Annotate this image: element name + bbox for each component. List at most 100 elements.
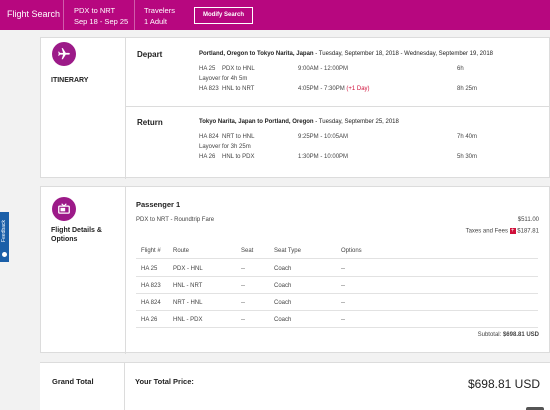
divider: [126, 106, 550, 107]
cell-route: HNL - NRT: [173, 283, 203, 289]
col-header-route: Route: [173, 248, 190, 254]
travelers-value: 1 Adult: [144, 17, 167, 26]
cell-options: --: [341, 300, 345, 306]
feedback-tab[interactable]: Feedback: [0, 212, 9, 262]
table-row: HA 26 HNL - PDX -- Coach --: [136, 312, 538, 328]
col-header-seat-type: Seat Type: [274, 248, 301, 254]
col-header-seat: Seat: [241, 248, 254, 254]
total-price-value: $698.81 USD: [467, 377, 540, 391]
cell-options: --: [341, 317, 345, 323]
details-icon-badge: [52, 197, 76, 221]
fare-amount: $511.00: [517, 217, 539, 223]
table-row: HA 823 HNL - NRT -- Coach --: [136, 278, 538, 294]
expand-plus-icon[interactable]: +: [509, 228, 516, 234]
cell-route: NRT - HNL: [173, 300, 203, 306]
flight-number: HA 823: [199, 86, 219, 92]
flight-duration: 8h 25m: [457, 86, 478, 92]
layover-text: Layover for 4h 5m: [199, 76, 248, 82]
fare-label: PDX to NRT - Roundtrip Fare: [136, 217, 215, 223]
cell-seat: --: [241, 317, 245, 323]
details-label: Flight Details & Options: [51, 226, 102, 244]
column-divider: [125, 187, 126, 354]
taxes-row: Taxes and Fees + $187.81: [466, 228, 539, 235]
subtotal-value: $698.81 USD: [502, 332, 539, 338]
flight-time-value: 4:05PM - 7:30PM: [298, 86, 345, 92]
flight-route: HNL to NRT: [222, 86, 255, 92]
cell-flight: HA 824: [141, 300, 161, 306]
feedback-icon: [2, 252, 7, 257]
flight-time: 9:00AM - 12:00PM: [298, 66, 349, 72]
dates-text: Sep 18 - Sep 25: [74, 17, 129, 26]
route-text: PDX to NRT: [74, 6, 116, 15]
grand-total-label: Grand Total: [52, 377, 94, 386]
cell-route: PDX - HNL: [173, 266, 203, 272]
depart-dates: - Tuesday, September 18, 2018 - Wednesda…: [313, 51, 494, 57]
col-header-flight: Flight #: [141, 248, 161, 254]
seat-tv-icon: [58, 203, 70, 214]
subtotal-label: Subtotal:: [477, 332, 502, 338]
grand-total-section: Grand Total Your Total Price: $698.81 US…: [40, 362, 550, 410]
divider: [134, 0, 135, 30]
return-dates: - Tuesday, September 25, 2018: [313, 119, 399, 125]
return-heading: Return: [137, 118, 163, 127]
top-bar: Flight Search PDX to NRT Sep 18 - Sep 25…: [0, 0, 550, 30]
return-route: Tokyo Narita, Japan to Portland, Oregon: [199, 119, 314, 125]
table-row: HA 25 PDX - HNL -- Coach --: [136, 261, 538, 277]
cell-flight: HA 26: [141, 317, 158, 323]
taxes-amount: $187.81: [517, 228, 539, 235]
cell-flight: HA 823: [141, 283, 161, 289]
total-price-label: Your Total Price:: [135, 377, 194, 386]
cell-seat: --: [241, 266, 245, 272]
airplane-icon: [58, 48, 70, 60]
flight-details-card: Flight Details & Options Passenger 1 PDX…: [40, 186, 550, 354]
cell-route: HNL - PDX: [173, 317, 203, 323]
cell-seat-type: Coach: [274, 317, 292, 323]
return-trip-title: Tokyo Narita, Japan to Portland, Oregon …: [199, 119, 399, 125]
cell-options: --: [341, 283, 345, 289]
taxes-label: Taxes and Fees: [465, 228, 508, 235]
itinerary-label: ITINERARY: [51, 77, 89, 84]
layover-text: Layover for 3h 25m: [199, 144, 251, 150]
travelers-label: Travelers: [144, 6, 175, 15]
cell-seat-type: Coach: [274, 266, 292, 272]
passenger-heading: Passenger 1: [136, 200, 181, 209]
search-summary-travelers: Travelers 1 Adult: [144, 5, 175, 27]
divider: [63, 0, 64, 30]
flight-time: 9:25PM - 10:05AM: [298, 134, 349, 140]
flight-number: HA 25: [199, 66, 216, 72]
itinerary-icon-badge: [52, 42, 76, 66]
flight-number: HA 824: [199, 134, 219, 140]
cell-seat: --: [241, 283, 245, 289]
flight-duration: 6h: [457, 66, 464, 72]
depart-heading: Depart: [137, 50, 163, 59]
feedback-label: Feedback: [1, 220, 7, 242]
column-divider: [124, 363, 125, 410]
details-label-line2: Options: [51, 236, 78, 243]
cell-seat: --: [241, 300, 245, 306]
modify-search-button[interactable]: Modify Search: [194, 7, 253, 24]
column-divider: [125, 38, 126, 179]
cell-options: --: [341, 266, 345, 272]
flight-duration: 5h 30m: [457, 154, 478, 160]
itinerary-card: ITINERARY Depart Portland, Oregon to Tok…: [40, 37, 550, 179]
flight-route: HNL to PDX: [222, 154, 255, 160]
depart-trip-title: Portland, Oregon to Tokyo Narita, Japan …: [199, 51, 493, 57]
flight-duration: 7h 40m: [457, 134, 478, 140]
scroll-to-top-button[interactable]: [526, 407, 544, 410]
table-header-row: Flight # Route Seat Seat Type Options: [136, 243, 538, 259]
plus-day-badge: (+1 Day): [346, 86, 370, 92]
col-header-options: Options: [341, 248, 362, 254]
cell-flight: HA 25: [141, 266, 158, 272]
flight-time: 4:05PM - 7:30PM (+1 Day): [298, 86, 370, 92]
table-row: HA 824 NRT - HNL -- Coach --: [136, 295, 538, 311]
flight-route: NRT to HNL: [222, 134, 255, 140]
subtotal-row: Subtotal: $698.81 USD: [478, 332, 539, 338]
details-label-line1: Flight Details &: [51, 227, 102, 234]
flight-number: HA 26: [199, 154, 216, 160]
cell-seat-type: Coach: [274, 300, 292, 306]
flight-route: PDX to HNL: [222, 66, 255, 72]
app-title: Flight Search: [7, 9, 61, 19]
flight-time: 1:30PM - 10:00PM: [298, 154, 349, 160]
search-summary-route: PDX to NRT Sep 18 - Sep 25: [74, 5, 128, 27]
depart-route: Portland, Oregon to Tokyo Narita, Japan: [199, 51, 314, 57]
